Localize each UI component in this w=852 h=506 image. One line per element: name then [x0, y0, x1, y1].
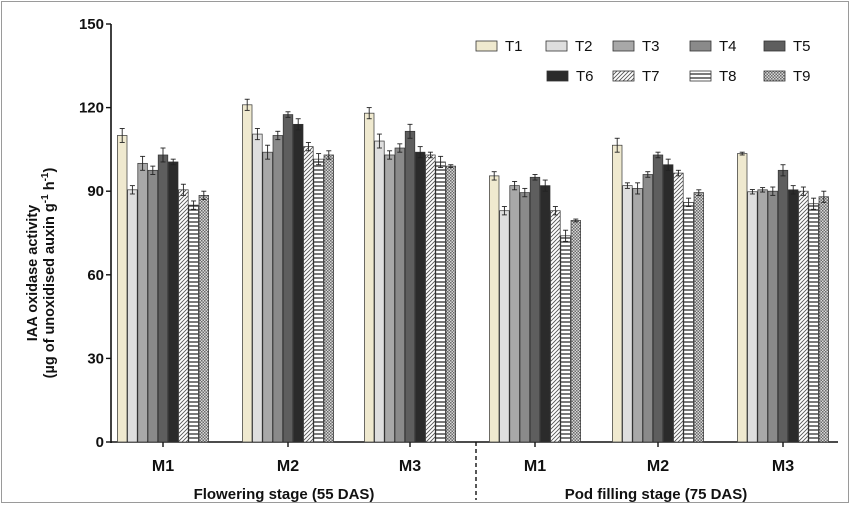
bar-t1 [489, 175, 500, 443]
legend-swatch-t9 [763, 70, 786, 82]
bar-t6 [293, 123, 304, 443]
legend-label-t6: T6 [576, 68, 594, 85]
bar-t2 [252, 133, 263, 443]
bar-t3 [757, 189, 768, 443]
bar-t4 [272, 135, 283, 443]
bar-t8 [808, 203, 819, 443]
bar-t9 [198, 195, 209, 443]
bar-t3 [509, 185, 520, 443]
bar-t4 [147, 169, 158, 443]
bar-t7 [673, 172, 684, 443]
bar-t9 [818, 196, 829, 443]
y-tick-label: 0 [96, 434, 104, 451]
legend-label-t3: T3 [642, 38, 660, 55]
bar-t1 [117, 135, 128, 443]
bar-t5 [404, 130, 416, 443]
legend-label-t4: T4 [719, 38, 737, 55]
bar-t1 [242, 104, 253, 443]
legend-label-t2: T2 [575, 38, 593, 55]
legend-swatch-t6 [546, 70, 569, 82]
bar-t4 [394, 147, 405, 443]
legend-swatch-t7 [612, 70, 635, 82]
bar-t5 [282, 114, 294, 443]
bar-t3 [137, 162, 148, 443]
y-tick-label: 150 [79, 16, 104, 33]
legend-swatch-t1 [475, 40, 498, 52]
legend-swatch-t3 [612, 40, 635, 52]
legend-label-t9: T9 [793, 68, 811, 85]
bar-t8 [683, 201, 694, 443]
bar-t6 [540, 185, 551, 443]
bar-t1 [612, 144, 623, 443]
bar-t9 [445, 165, 456, 443]
legend-label-t1: T1 [505, 38, 523, 55]
bar-t2 [374, 140, 385, 443]
bar-t3 [384, 154, 395, 443]
bar-t7 [798, 190, 809, 443]
y-axis-label-line2: (µg of unoxidised auxin g-1 h-1) [40, 168, 58, 379]
y-axis-label: IAA oxidase activity (µg of unoxidised a… [25, 168, 58, 379]
legend-label-t8: T8 [719, 68, 737, 85]
legend-swatch-t4 [689, 40, 712, 52]
legend-label-t5: T5 [793, 38, 811, 55]
bar-t1 [364, 112, 375, 443]
legend-label-t7: T7 [642, 68, 660, 85]
bar-t2 [747, 191, 758, 443]
bar-t9 [323, 154, 334, 443]
legend: T1 T2 T3 T4 T5 T6 T7 T8 T9 [475, 38, 811, 85]
y-tick-label: 120 [79, 100, 104, 117]
bar-t2 [622, 185, 633, 443]
bar-t7 [550, 210, 561, 443]
bar-t8 [560, 235, 571, 443]
legend-swatch-t2 [545, 40, 568, 52]
bar-t7 [425, 154, 436, 443]
y-axis-label-line1: IAA oxidase activity [25, 205, 41, 341]
bar-t4 [642, 174, 653, 443]
bar-t8 [313, 158, 324, 443]
bar-t2 [127, 189, 138, 443]
x-tick-label: M3 [772, 458, 794, 475]
bar-t6 [415, 151, 426, 443]
bar-t5 [529, 176, 541, 443]
bar-t2 [499, 210, 510, 443]
bar-t7 [303, 146, 314, 443]
bar-t5 [157, 154, 169, 443]
bar-t7 [178, 189, 189, 443]
bar-t4 [519, 192, 530, 443]
bar-t9 [693, 192, 704, 443]
bar-t1 [737, 153, 748, 443]
y-tick-label: 60 [87, 267, 104, 284]
bar-t6 [788, 189, 799, 443]
bar-t6 [663, 164, 674, 443]
bar-t5 [777, 169, 789, 443]
axes: 0 30 60 90 120 150 M1 M2 M3 M1 M2 M3 Flowering stage… [79, 16, 838, 503]
bar-t5 [652, 154, 664, 443]
legend-swatch-t8 [689, 70, 712, 82]
x-tick-label: M2 [647, 458, 669, 475]
group-label: Flowering stage (55 DAS) [194, 486, 375, 503]
bar-t9 [570, 220, 581, 443]
bar-t4 [767, 190, 778, 443]
x-tick-label: M1 [524, 458, 546, 475]
bar-t6 [168, 161, 179, 443]
bars [117, 98, 829, 443]
bar-t8 [435, 161, 446, 443]
legend-swatch-t5 [763, 40, 786, 52]
bar-t3 [262, 151, 273, 443]
x-tick-label: M2 [277, 458, 299, 475]
y-tick-label: 90 [87, 183, 104, 200]
bar-t3 [632, 188, 643, 443]
bar-t8 [188, 204, 199, 443]
x-tick-label: M3 [399, 458, 421, 475]
group-label: Pod filling stage (75 DAS) [565, 486, 748, 503]
x-tick-label: M1 [152, 458, 174, 475]
y-tick-label: 30 [87, 350, 104, 367]
